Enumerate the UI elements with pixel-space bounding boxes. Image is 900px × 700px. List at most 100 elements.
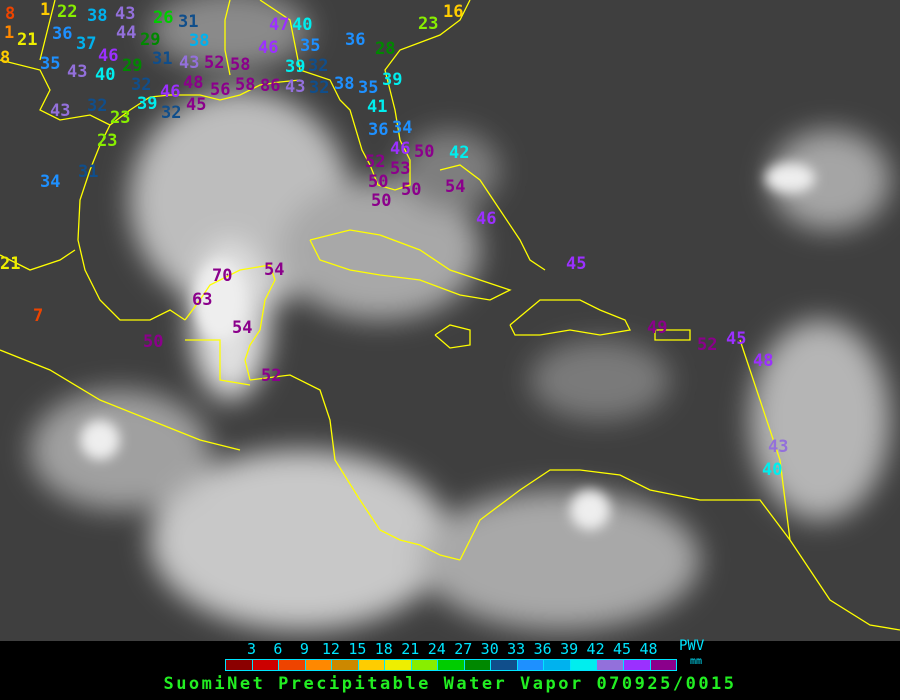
station-pwv-label: 52: [204, 52, 225, 73]
legend-color-swatch: [544, 660, 571, 670]
station-pwv-label: 38: [334, 73, 355, 94]
legend-tick-label: 9: [299, 640, 309, 658]
cloud-cover: [30, 0, 890, 630]
legend-color-swatch: [385, 660, 412, 670]
legend-color-swatch: [464, 660, 492, 670]
legend-color-swatch: [438, 660, 465, 670]
station-pwv-label: 29: [122, 55, 143, 76]
station-pwv-label: 47: [269, 14, 290, 35]
satellite-map: 8 1 21 8 1 22 38 43 44 26 31 38 36 37 46 35 43 40 29 29 31 43…: [0, 0, 900, 641]
legend-color-swatch: [597, 660, 624, 670]
station-pwv-label: 43: [115, 3, 136, 24]
station-pwv-label: 43: [285, 76, 306, 97]
station-pwv-label: 50: [371, 190, 392, 211]
station-pwv-label: 45: [726, 328, 747, 349]
station-pwv-label: 31: [152, 48, 173, 69]
station-pwv-label: 32: [308, 55, 329, 76]
station-pwv-label: 1: [40, 0, 51, 20]
station-pwv-label: 54: [445, 176, 466, 197]
station-pwv-label: 31: [178, 11, 199, 32]
station-pwv-label: 32: [87, 95, 108, 116]
station-pwv-label: 44: [116, 22, 137, 43]
pwv-legend: 3 6 9 12 15 18 21 24 27 30 33 36 39 42 45 48 PWV mm Suo…: [0, 638, 900, 700]
legend-color-swatch: [491, 660, 518, 670]
station-pwv-label: 48: [183, 72, 204, 93]
legend-color-swatch: [517, 660, 545, 670]
station-pwv-label: 39: [382, 69, 403, 90]
satellite-imagery: [0, 0, 900, 631]
station-pwv-label: 39: [285, 56, 306, 77]
station-pwv-label: 26: [153, 7, 174, 28]
legend-color-swatch: [623, 660, 651, 670]
station-pwv-label: 63: [192, 289, 213, 310]
station-pwv-label: 46: [98, 45, 119, 66]
station-pwv-label: 45: [566, 253, 587, 274]
station-pwv-label: 8: [5, 3, 16, 24]
station-pwv-label: 58: [235, 74, 256, 95]
station-pwv-label: 35: [40, 53, 61, 74]
station-pwv-label: 56: [210, 79, 231, 100]
legend-color-swatch: [332, 660, 359, 670]
legend-color-swatch: [650, 660, 677, 670]
station-pwv-label: 53: [390, 158, 411, 179]
legend-unit: mm: [690, 656, 703, 667]
station-pwv-label: 46: [160, 81, 181, 102]
station-pwv-label: 41: [367, 96, 388, 117]
legend-tick-label: 24: [427, 640, 446, 658]
station-pwv-label: 70: [212, 265, 233, 286]
legend-tick-label: 33: [507, 640, 526, 658]
station-pwv-label: 7: [33, 305, 44, 326]
legend-tick-label: 45: [613, 640, 632, 658]
station-pwv-label: 36: [52, 23, 73, 44]
station-pwv-label: 50: [368, 171, 389, 192]
legend-color-swatch: [411, 660, 439, 670]
station-pwv-label: 42: [449, 142, 470, 163]
legend-color-swatch: [358, 660, 386, 670]
legend-tick-label: 48: [639, 640, 658, 658]
legend-color-swatch: [252, 660, 280, 670]
legend-color-swatch: [226, 660, 253, 670]
station-pwv-label: 43: [50, 100, 71, 121]
station-pwv-label: 45: [186, 94, 207, 115]
station-pwv-label: 8: [0, 47, 11, 68]
station-pwv-label: 86: [260, 75, 281, 96]
station-pwv-label: 46: [476, 208, 497, 229]
legend-tick-label: 27: [454, 640, 473, 658]
station-pwv-label: 40: [762, 459, 783, 480]
station-pwv-label: 34: [40, 171, 61, 192]
station-pwv-label: 22: [57, 1, 78, 22]
station-pwv-label: 43: [768, 436, 789, 457]
station-pwv-label: 40: [95, 64, 116, 85]
station-pwv-label: 54: [232, 317, 253, 338]
legend-tick-label: 21: [401, 640, 420, 658]
station-pwv-label: 43: [179, 52, 200, 73]
station-pwv-label: 21: [0, 253, 21, 274]
station-pwv-label: 28: [375, 38, 396, 59]
station-pwv-label: 40: [292, 14, 313, 35]
station-pwv-label: 48: [753, 350, 774, 371]
legend-unit-label: PWV: [679, 638, 705, 654]
legend-tick-label: 18: [374, 640, 393, 658]
bright-cloud-tops: [80, 163, 815, 530]
station-pwv-label: 50: [143, 331, 164, 352]
station-pwv-label: 23: [110, 107, 131, 128]
station-pwv-label: 39: [137, 93, 158, 114]
station-pwv-label: 1: [4, 22, 15, 43]
station-pwv-label: 32: [131, 74, 152, 95]
station-pwv-label: 50: [414, 141, 435, 162]
station-pwv-label: 16: [443, 1, 464, 22]
station-pwv-label: 43: [67, 61, 88, 82]
legend-tick-label: 6: [273, 640, 283, 658]
station-pwv-label: 23: [97, 130, 118, 151]
station-pwv-label: 36: [368, 119, 389, 140]
station-pwv-label: 32: [309, 77, 330, 98]
station-pwv-label: 32: [161, 102, 182, 123]
station-pwv-label: 52: [261, 365, 282, 386]
station-pwv-label: 36: [345, 29, 366, 50]
station-pwv-label: 50: [401, 179, 422, 200]
station-pwv-label: 31: [78, 161, 99, 182]
legend-tick-label: 42: [586, 640, 605, 658]
legend-tick-label: 3: [246, 640, 256, 658]
station-pwv-label: 46: [390, 138, 411, 159]
